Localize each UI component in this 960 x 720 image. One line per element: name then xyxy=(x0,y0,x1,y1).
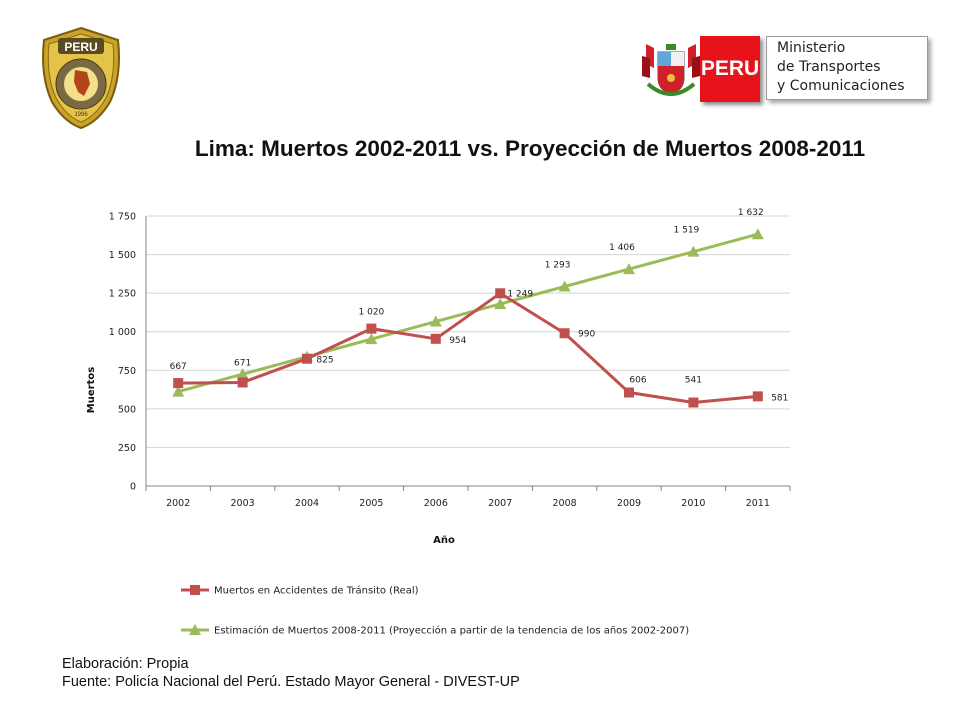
y-tick-label: 0 xyxy=(130,482,136,493)
ministry-line-3: y Comunicaciones xyxy=(777,78,905,94)
data-label-real: 1 249 xyxy=(507,289,533,299)
y-tick-label: 1 500 xyxy=(109,250,136,261)
legend-marker xyxy=(190,585,200,595)
logo-year: 1996 xyxy=(74,112,88,118)
peru-badge: PERU xyxy=(700,36,760,102)
legend-label: Estimación de Muertos 2008-2011 (Proyecc… xyxy=(214,625,689,637)
footer-notes: Elaboración: Propia Fuente: Policía Naci… xyxy=(62,655,520,691)
y-tick-label: 1 250 xyxy=(109,289,136,300)
x-tick-label: 2005 xyxy=(359,498,383,509)
data-point-projection xyxy=(751,228,764,240)
logo-top-text: PERU xyxy=(64,40,97,54)
coat-of-arms-icon xyxy=(642,44,700,96)
x-axis-title: Año xyxy=(433,535,455,546)
legend-label: Muertos en Accidentes de Tránsito (Real) xyxy=(214,585,419,597)
data-label-real: 541 xyxy=(685,376,702,386)
data-point-real xyxy=(366,323,377,334)
y-tick-label: 500 xyxy=(118,404,136,415)
data-label-real: 990 xyxy=(578,329,595,339)
data-point-real xyxy=(688,397,699,408)
data-label-projection: 1 293 xyxy=(545,261,571,271)
page-title: Lima: Muertos 2002-2011 vs. Proyección d… xyxy=(194,136,866,161)
data-point-projection xyxy=(494,297,507,309)
data-label-real: 954 xyxy=(449,336,466,346)
x-tick-label: 2007 xyxy=(488,498,512,509)
y-tick-label: 1 750 xyxy=(109,212,136,223)
series-line-real xyxy=(178,291,758,405)
y-tick-label: 250 xyxy=(118,443,136,454)
data-point-real xyxy=(495,288,506,299)
x-tick-label: 2003 xyxy=(231,498,255,509)
data-point-real xyxy=(302,353,312,364)
x-tick-label: 2002 xyxy=(166,498,190,509)
data-point-real xyxy=(752,391,763,402)
data-point-real xyxy=(624,387,634,398)
data-label-real: 671 xyxy=(234,358,251,368)
data-point-real xyxy=(559,328,570,339)
data-point-projection xyxy=(558,280,571,292)
data-point-projection xyxy=(172,385,185,397)
legend-marker xyxy=(189,624,201,635)
data-label-real: 825 xyxy=(316,356,333,366)
ministry-label: Ministerio de Transportes y Comunicacion… xyxy=(766,36,928,100)
x-tick-label: 2008 xyxy=(553,498,577,509)
series-line-projection xyxy=(177,232,759,394)
data-label-real: 1 020 xyxy=(359,308,385,318)
x-tick-label: 2004 xyxy=(295,498,319,509)
data-label-projection: 1 406 xyxy=(609,243,635,253)
data-point-real xyxy=(237,377,248,388)
ministry-line-2: de Transportes xyxy=(777,59,881,75)
y-axis-title: Muertos xyxy=(86,367,97,413)
data-point-projection xyxy=(429,315,442,327)
data-label-real: 667 xyxy=(170,362,187,372)
data-point-real xyxy=(430,333,441,344)
data-point-projection xyxy=(687,245,700,257)
data-label-projection: 1 632 xyxy=(738,208,764,218)
footer-line-2: Fuente: Policía Nacional del Perú. Estad… xyxy=(62,674,520,690)
y-tick-label: 750 xyxy=(118,366,136,377)
x-tick-label: 2006 xyxy=(424,498,448,509)
data-label-projection: 1 519 xyxy=(674,226,700,236)
x-tick-label: 2009 xyxy=(617,498,641,509)
y-tick-label: 1 000 xyxy=(109,327,136,338)
consejo-seguridad-vial-logo: PERU 1996 xyxy=(42,26,120,130)
data-label-real: 581 xyxy=(771,393,788,403)
data-point-projection xyxy=(236,368,249,380)
data-point-projection xyxy=(623,263,635,275)
data-label-real: 606 xyxy=(629,376,646,386)
data-point-projection xyxy=(365,333,378,345)
x-tick-label: 2010 xyxy=(681,498,705,509)
data-point-real xyxy=(173,378,184,389)
ministry-line-1: Ministerio xyxy=(777,40,846,56)
x-tick-label: 2011 xyxy=(746,498,770,509)
footer-line-1: Elaboración: Propia xyxy=(62,656,189,672)
